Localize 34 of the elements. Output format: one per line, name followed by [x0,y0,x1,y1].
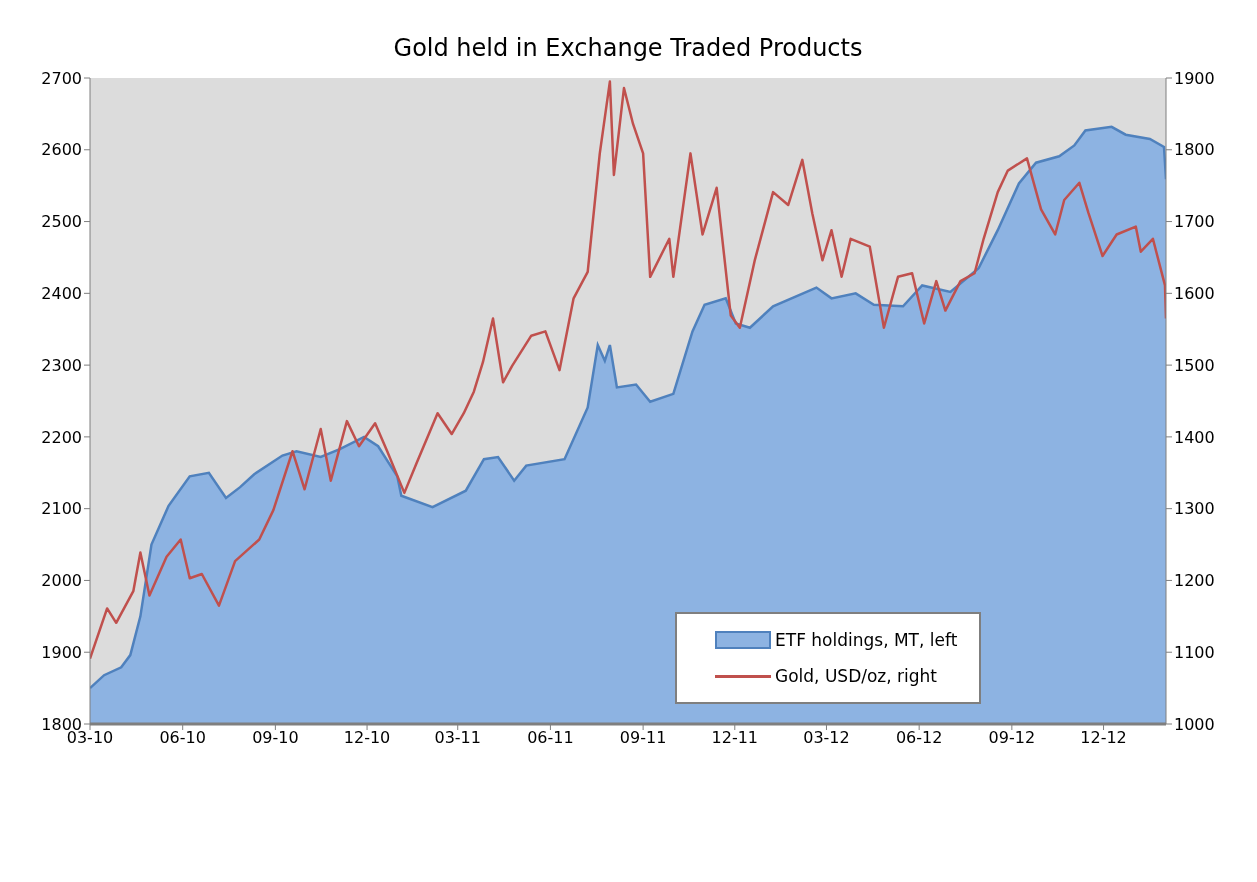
x-tick-label: 06-10 [159,728,206,748]
x-tick-label: 03-12 [803,728,850,748]
y2-tick-label: 1900 [1174,68,1215,88]
y2-tick-label: 1400 [1174,427,1215,447]
legend-label: ETF holdings, MT, left [775,630,958,650]
y2-tick-label: 1600 [1174,284,1215,304]
y-tick-label: 2600 [41,140,82,160]
x-tick-label: 09-12 [988,728,1036,748]
x-tick-label: 12-12 [1080,728,1127,748]
y-tick-label: 2700 [41,68,82,88]
y2-tick-label: 1700 [1174,212,1215,232]
x-tick-label: 12-10 [343,728,391,748]
legend-label: Gold, USD/oz, right [775,666,938,686]
y-tick-label: 2300 [41,355,82,375]
y2-tick-label: 1800 [1174,140,1215,160]
chart-title: Gold held in Exchange Traded Products [392,33,864,64]
x-tick-label: 03-11 [434,728,481,748]
x-tick-label: 06-12 [895,728,943,748]
y-tick-label: 1900 [41,642,82,662]
y-tick-label: 2500 [41,212,82,232]
y-tick-label: 2100 [41,499,82,519]
y-tick-label: 2400 [41,284,82,304]
x-tick-label: 06-11 [527,728,574,748]
y2-tick-label: 1000 [1174,714,1215,734]
y-tick-label: 2000 [41,571,82,591]
y-tick-label: 2200 [41,427,82,447]
y2-tick-label: 1200 [1174,571,1215,591]
x-tick-label: 09-10 [252,728,299,748]
line-series [90,80,1166,660]
y2-tick-label: 1500 [1174,355,1215,375]
x-tick-label: 12-11 [711,728,759,748]
y2-tick-label: 1300 [1174,499,1215,519]
x-tick-label: 09-11 [619,728,667,748]
y2-tick-label: 1100 [1174,642,1215,662]
